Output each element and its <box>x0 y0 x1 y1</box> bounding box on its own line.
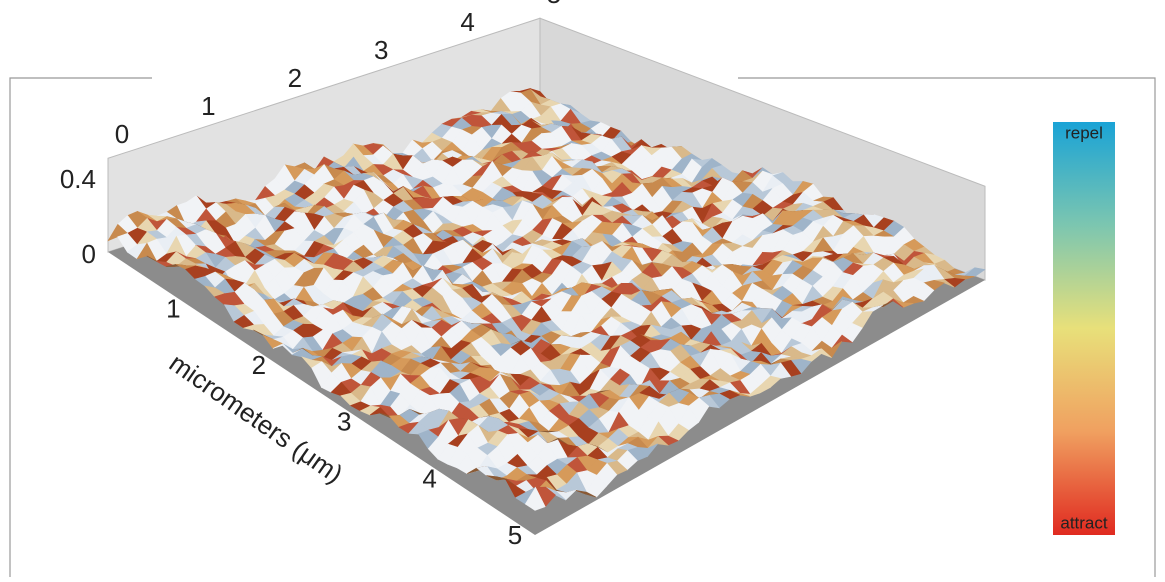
x-tick-label: 5 <box>547 0 561 9</box>
colorbar: repel attract <box>1053 122 1115 535</box>
y-tick-label: 4 <box>422 463 436 493</box>
x-tick-label: 2 <box>288 63 302 93</box>
x-tick-label: 3 <box>374 35 388 65</box>
z-tick-label: 0 <box>82 239 96 269</box>
plot: 0 1 2 3 4 5 1 2 3 4 5 0 0.4 <box>60 0 985 550</box>
y-tick-label: 3 <box>337 407 351 437</box>
y-tick-label: 1 <box>166 293 180 323</box>
y-tick-label: 5 <box>508 520 522 550</box>
x-tick-label: 4 <box>460 7 474 37</box>
x-tick-label: 1 <box>201 91 215 121</box>
colorbar-label: attract <box>1060 513 1108 532</box>
y-tick-label: 2 <box>252 350 266 380</box>
z-tick-label: 0.4 <box>60 164 96 194</box>
figure: 0123451234500.4 micrometers (μm) repel a… <box>0 0 1165 577</box>
colorbar-label: repel <box>1065 123 1103 142</box>
colorbar-gradient <box>1053 122 1115 535</box>
x-tick-label: 0 <box>115 119 129 149</box>
